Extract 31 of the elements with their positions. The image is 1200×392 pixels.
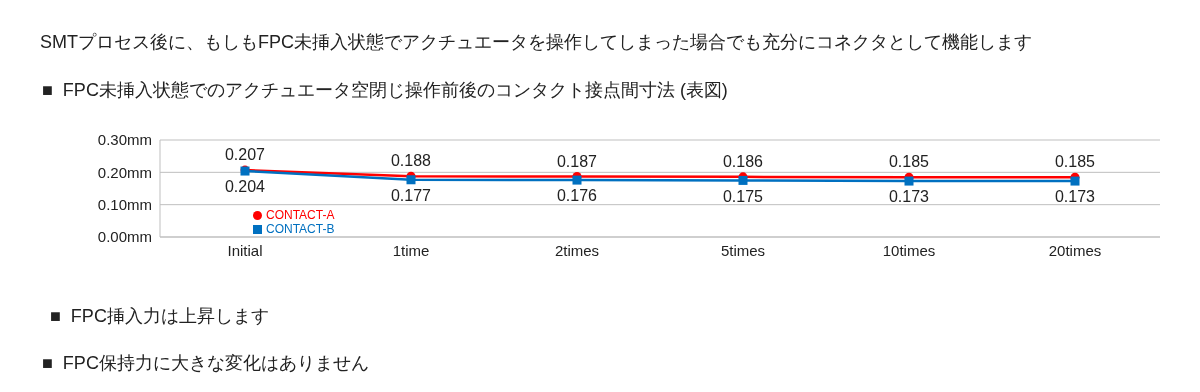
point <box>904 176 914 186</box>
text: ■ FPC保持力に大きな変化はありません <box>42 352 369 375</box>
text: ■ FPC挿入力は上昇します <box>50 305 269 328</box>
data-label: 0.185 <box>1054 153 1096 171</box>
x-tick-label: 10times <box>882 241 936 259</box>
y-tick-label: 0.00mm <box>97 228 152 246</box>
x-tick-label: Initial <box>227 241 263 259</box>
x-tick-label: 20times <box>1048 241 1102 259</box>
data-label: 0.176 <box>556 187 598 205</box>
chart-subtitle: ■ FPC未挿入状態でのアクチュエータ空閉じ操作前後のコンタクト接点間寸法 (表図) <box>42 79 728 102</box>
data-label: 0.207 <box>224 146 266 164</box>
y-tick-label: 0.20mm <box>97 163 152 181</box>
chart-title: SMTプロセス後に、もしもFPC未挿入状態でアクチュエータを操作してしまった場合でも充分にコネクタとして機能します <box>40 31 1032 54</box>
y-tick-label: 0.30mm <box>97 131 152 149</box>
y-tick-label: 0.10mm <box>97 195 152 213</box>
x-tick-label: 1time <box>392 241 430 259</box>
x-tick-label: 2times <box>554 241 600 259</box>
data-label: 0.187 <box>556 152 598 170</box>
data-label: 0.177 <box>390 187 432 205</box>
point <box>406 175 416 185</box>
legend-label: CONTACT-A <box>266 208 335 222</box>
point <box>1070 176 1080 186</box>
legend-label: CONTACT-B <box>266 222 335 236</box>
data-label: 0.173 <box>1054 188 1096 206</box>
data-label: 0.188 <box>390 152 432 170</box>
data-label: 0.185 <box>888 153 930 171</box>
x-tick-label: 5times <box>720 241 766 259</box>
data-label: 0.175 <box>722 187 764 205</box>
data-label: 0.204 <box>224 178 266 196</box>
data-label: 0.173 <box>888 188 930 206</box>
data-label: 0.186 <box>722 152 764 170</box>
